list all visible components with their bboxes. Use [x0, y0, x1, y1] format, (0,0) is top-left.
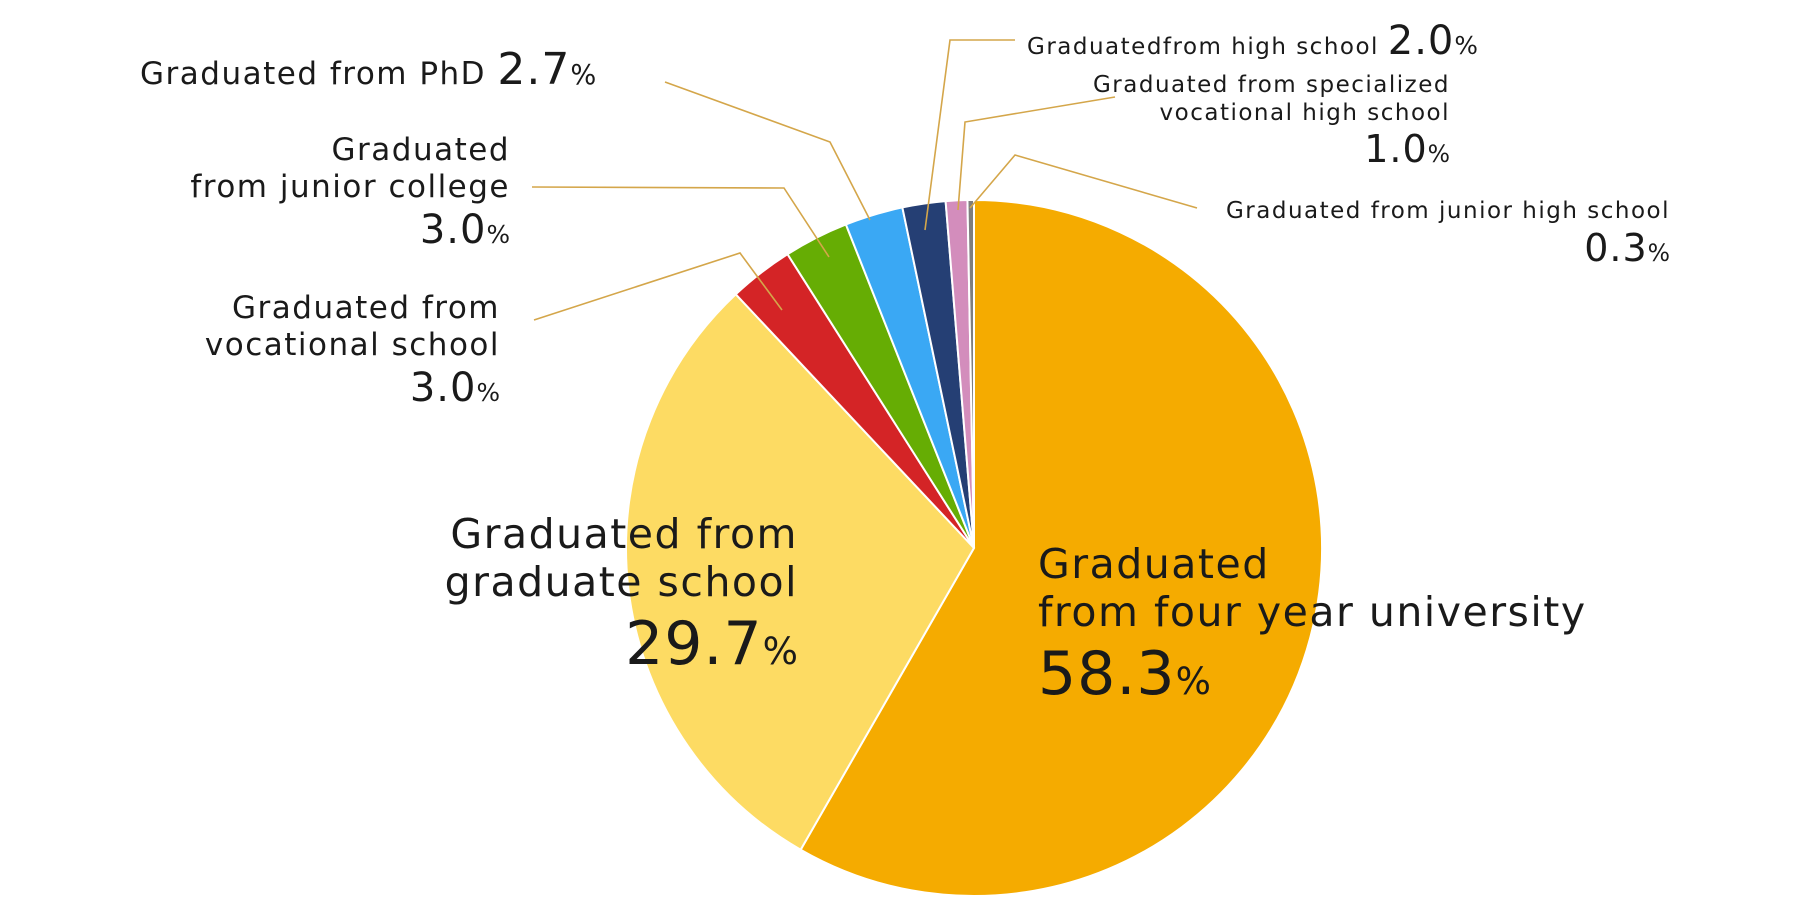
label-four-year-university-line-1: Graduated: [1038, 540, 1270, 588]
label-phd: Graduated from PhD 2.7%: [140, 44, 596, 96]
leader-line-specialized-vocational: [957, 96, 1116, 211]
unit-vocational-school: %: [476, 378, 500, 408]
pie-slice-graduated-from-graduate-school: [625, 292, 976, 852]
label-specialized-vocational: Graduated from specialized vocational hi…: [1093, 72, 1450, 173]
unit-phd: %: [570, 60, 597, 91]
label-junior-high-school: Graduated from junior high school 0.3%: [1226, 198, 1670, 271]
label-specialized-vocational-line-2: vocational high school: [1159, 99, 1450, 126]
value-phd: 2.7: [497, 44, 571, 95]
value-junior-college: 3.0: [419, 207, 487, 254]
unit-specialized-vocational: %: [1427, 140, 1450, 169]
label-vocational-school-line-2: vocational school: [204, 326, 500, 363]
leader-line-phd: [664, 81, 871, 221]
label-graduate-school-line-2: graduate school: [444, 558, 798, 607]
label-graduate-school-line-1: Graduated from: [450, 510, 798, 558]
unit-junior-high-school: %: [1647, 238, 1670, 267]
label-vocational-school: Graduated from vocational school 3.0%: [205, 290, 500, 412]
pie-slice-graduated-from-four-year-university: [799, 198, 1323, 897]
label-four-year-university-line-2: from four year university: [1038, 588, 1587, 637]
unit-graduate-school: %: [762, 628, 798, 673]
label-high-school: Graduatedfrom high school 2.0%: [1027, 18, 1478, 65]
label-junior-college-line-1: Graduated: [331, 132, 510, 168]
label-graduate-school: Graduated from graduate school 29.7%: [445, 510, 798, 680]
label-vocational-school-line-1: Graduated from: [232, 290, 500, 326]
value-junior-high-school: 0.3: [1584, 225, 1648, 270]
pie-slices: [625, 198, 1323, 897]
label-junior-high-school-text: Graduated from junior high school: [1225, 198, 1670, 224]
pie-slice-graduated-from-junior-high-school: [966, 198, 975, 549]
unit-four-year-university: %: [1175, 658, 1211, 703]
value-four-year-university: 58.3: [1038, 638, 1176, 709]
label-high-school-text: Graduatedfrom high school: [1027, 34, 1379, 60]
unit-high-school: %: [1454, 31, 1478, 60]
label-junior-college-line-2: from junior college: [190, 168, 510, 205]
value-specialized-vocational: 1.0: [1364, 127, 1428, 172]
leader-lines: [531, 39, 1198, 321]
value-vocational-school: 3.0: [409, 365, 477, 412]
value-graduate-school: 29.7: [625, 608, 763, 679]
label-specialized-vocational-line-1: Graduated from specialized: [1092, 72, 1450, 98]
label-junior-college: Graduated from junior college 3.0%: [190, 132, 510, 254]
label-four-year-university: Graduated from four year university 58.3…: [1038, 540, 1587, 710]
leader-line-junior-high-school: [969, 154, 1198, 209]
unit-junior-college: %: [486, 220, 510, 250]
value-high-school: 2.0: [1387, 18, 1455, 64]
leader-line-vocational-school: [533, 252, 783, 321]
leader-line-junior-college: [531, 186, 830, 258]
leader-line-high-school: [924, 39, 1015, 231]
label-phd-text: Graduated from PhD: [140, 56, 487, 92]
